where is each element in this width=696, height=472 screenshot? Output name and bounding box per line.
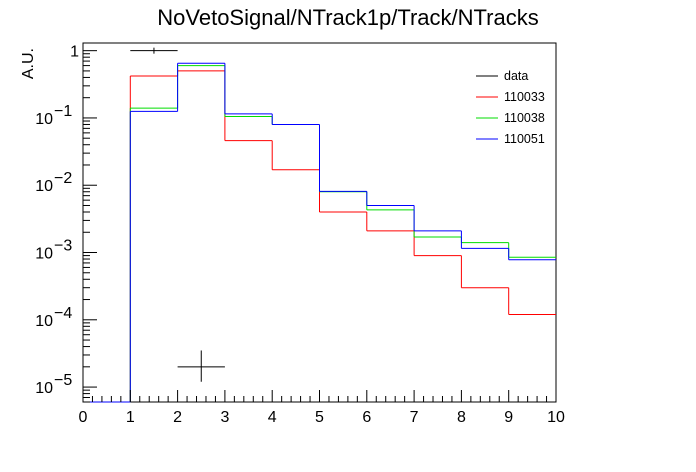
legend-label-data: data bbox=[504, 69, 528, 83]
y-tick-label: 10 bbox=[35, 178, 53, 195]
y-tick-exponent: −5 bbox=[54, 372, 72, 389]
x-tick-label: 3 bbox=[220, 409, 229, 426]
x-tick-label: 10 bbox=[547, 409, 565, 426]
series-110038 bbox=[83, 65, 556, 403]
y-axis-label: A.U. bbox=[20, 48, 37, 79]
legend-label-110038: 110038 bbox=[504, 111, 545, 125]
x-tick-label: 9 bbox=[504, 409, 513, 426]
y-tick-exponent: −3 bbox=[54, 238, 72, 255]
series-110051 bbox=[83, 62, 556, 403]
x-tick-label: 6 bbox=[362, 409, 371, 426]
series-110033 bbox=[83, 70, 556, 403]
x-tick-label: 2 bbox=[173, 409, 182, 426]
histogram-series bbox=[83, 62, 556, 403]
y-tick-exponent: −4 bbox=[54, 305, 72, 322]
y-tick-label: 10 bbox=[35, 246, 53, 263]
legend-label-110051: 110051 bbox=[504, 132, 545, 146]
x-tick-label: 0 bbox=[79, 409, 88, 426]
x-tick-label: 7 bbox=[410, 409, 419, 426]
chart-title: NoVetoSignal/NTrack1p/Track/NTracks bbox=[157, 5, 538, 30]
y-tick-exponent: −1 bbox=[54, 103, 72, 120]
y-tick-label: 1 bbox=[70, 44, 79, 61]
x-tick-label: 4 bbox=[268, 409, 277, 426]
x-tick-label: 1 bbox=[126, 409, 135, 426]
y-tick-label: 10 bbox=[35, 111, 53, 128]
y-tick-exponent: −2 bbox=[54, 170, 72, 187]
data-points bbox=[130, 47, 225, 382]
y-tick-label: 10 bbox=[35, 313, 53, 330]
x-tick-label: 8 bbox=[457, 409, 466, 426]
legend-label-110033: 110033 bbox=[504, 90, 545, 104]
legend: data 110033 110038 110051 bbox=[476, 69, 545, 146]
x-tick-label: 5 bbox=[315, 409, 324, 426]
y-tick-label: 10 bbox=[35, 380, 53, 397]
